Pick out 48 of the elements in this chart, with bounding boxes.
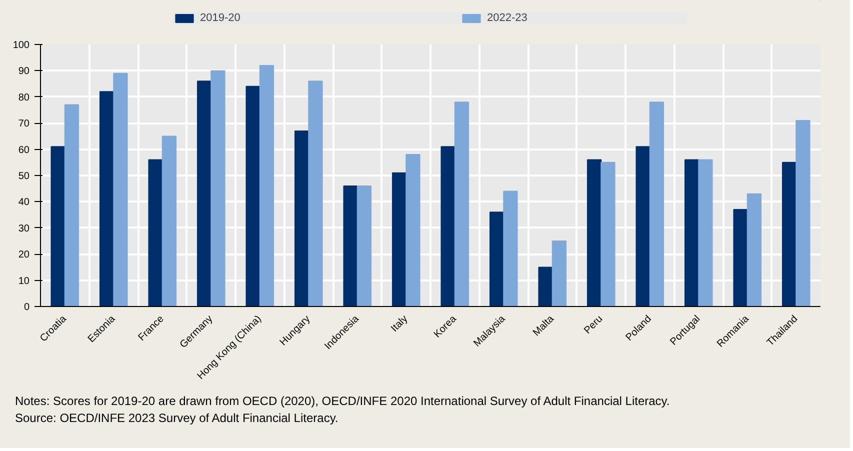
source-note: Source: OECD/INFE 2023 Survey of Adult Financial Literacy. — [15, 411, 338, 426]
bar — [733, 209, 748, 306]
bar — [489, 212, 504, 306]
bar — [649, 102, 664, 306]
bar — [684, 159, 700, 306]
bar — [308, 80, 323, 306]
y-tick-label: 50 — [18, 171, 30, 182]
y-tick-label: 20 — [18, 250, 30, 261]
bar — [392, 172, 407, 306]
bar — [746, 193, 762, 306]
bar — [796, 120, 810, 306]
bar — [162, 136, 177, 306]
bar — [600, 162, 616, 306]
bar — [538, 266, 553, 306]
legend-label: 2022-23 — [487, 12, 528, 24]
bar — [148, 159, 163, 306]
bar — [343, 185, 358, 306]
y-tick-label: 60 — [18, 144, 30, 156]
bar — [50, 146, 66, 306]
bar — [99, 91, 114, 306]
y-tick-label: 0 — [24, 302, 30, 313]
bar — [454, 102, 470, 306]
y-tick-label: 100 — [12, 40, 30, 51]
x-tick-label: Italy — [389, 314, 410, 334]
y-tick-label: 40 — [18, 197, 30, 208]
bar — [113, 72, 128, 306]
y-tick-label: 80 — [18, 92, 30, 104]
bar — [552, 240, 567, 306]
bar — [64, 104, 80, 306]
y-tick-label: 30 — [18, 223, 30, 234]
bar — [503, 190, 518, 306]
bar — [356, 185, 372, 306]
y-tick-label: 10 — [18, 276, 30, 287]
text: Notes: Scores for 2019-20 are drawn from OECD (2020), OECD/INFE 2020 International Survey of Adult Financial Literacy. — [15, 394, 670, 408]
bar — [294, 130, 310, 306]
bar — [246, 86, 260, 306]
bar — [586, 159, 602, 306]
bar — [196, 80, 212, 306]
bar — [782, 162, 797, 306]
y-tick-label: 90 — [18, 66, 30, 78]
bar — [259, 64, 274, 306]
legend-label: 2019-20 — [200, 12, 242, 24]
bar — [636, 146, 650, 306]
y-tick-label: 70 — [18, 118, 30, 130]
bar — [210, 70, 226, 306]
bar — [406, 154, 420, 306]
bar — [698, 159, 713, 306]
bar — [440, 146, 456, 306]
